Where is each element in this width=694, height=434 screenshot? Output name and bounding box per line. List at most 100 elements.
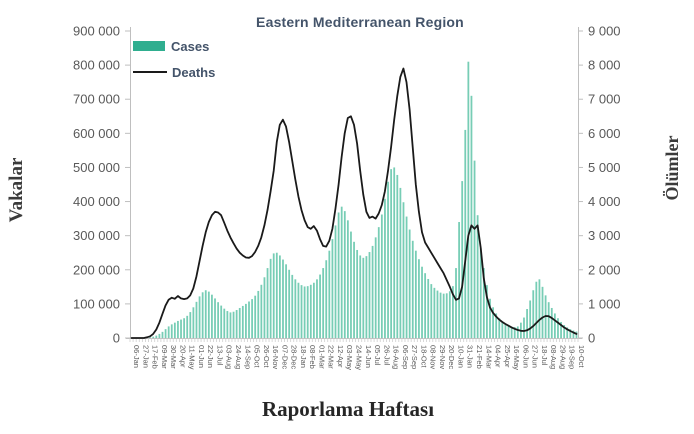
- cases-bar: [547, 302, 550, 338]
- cases-bar: [507, 325, 510, 338]
- x-axis-tick-label: 18-Jul: [540, 345, 549, 366]
- legend-item-cases: Cases: [133, 33, 215, 59]
- cases-bar: [282, 259, 284, 338]
- right-axis-tick-label: 5 000: [588, 160, 621, 175]
- cases-bar: [513, 327, 516, 338]
- cases-bar: [192, 307, 195, 338]
- cases-bar: [458, 222, 460, 338]
- cases-bar: [303, 286, 306, 338]
- cases-bar: [322, 268, 325, 338]
- cases-bar: [167, 326, 170, 338]
- cases-bar: [309, 284, 312, 338]
- cases-bar: [155, 335, 158, 338]
- cases-bar: [532, 290, 535, 338]
- cases-bar: [467, 61, 470, 338]
- right-axis-tick-label: 4 000: [588, 194, 621, 209]
- cases-bar: [294, 279, 297, 338]
- cases-bar: [180, 319, 182, 338]
- cases-bar: [433, 287, 436, 338]
- x-axis-tick-label: 19-Sep: [568, 345, 577, 369]
- x-axis-tick-label: 21-Feb: [475, 345, 484, 369]
- right-axis-tick-label: 1 000: [588, 296, 621, 311]
- cases-bar: [334, 225, 337, 338]
- cases-bar: [328, 250, 331, 338]
- cases-bar: [325, 260, 328, 338]
- cases-bar: [297, 282, 300, 338]
- x-axis-tick-label: 24-Aug: [234, 345, 243, 369]
- x-axis-tick-label: 03-Aug: [225, 345, 234, 369]
- cases-bar: [269, 258, 272, 338]
- x-axis-tick-label: 22-Mar: [327, 345, 336, 369]
- cases-bar: [288, 269, 291, 338]
- x-axis-tick-label: 16-Aug: [392, 345, 401, 369]
- cases-bar: [553, 313, 556, 338]
- cases-bar: [245, 303, 247, 338]
- cases-bar: [316, 279, 318, 338]
- cases-bar: [572, 330, 575, 338]
- cases-bar: [266, 268, 269, 338]
- x-axis-tick-label: 22-Jun: [206, 345, 215, 368]
- x-axis-tick-label: 27-Jun: [531, 345, 540, 368]
- cases-bar: [232, 311, 235, 338]
- cases-bar: [173, 322, 176, 338]
- cases-bar: [158, 333, 161, 338]
- cases-bar: [186, 315, 189, 338]
- right-axis-title: Ölümler: [662, 136, 682, 201]
- left-axis-tick-label: 200 000: [73, 262, 120, 277]
- cases-bar: [353, 241, 355, 338]
- cases-bar: [377, 227, 380, 338]
- cases-bar: [476, 215, 479, 338]
- right-axis-tick-label: 3 000: [588, 228, 621, 243]
- cases-bar: [535, 281, 538, 338]
- cases-bar: [229, 312, 232, 338]
- cases-bar: [396, 174, 399, 338]
- x-axis-tick-label: 18-Jan: [299, 345, 308, 368]
- x-axis-tick-label: 18-Oct: [419, 345, 428, 368]
- cases-bar: [365, 256, 368, 338]
- cases-bar: [563, 325, 566, 338]
- cases-bar: [340, 206, 343, 338]
- cases-bar: [461, 181, 464, 338]
- cases-bar: [195, 301, 198, 338]
- right-axis-tick-label: 8 000: [588, 58, 621, 73]
- x-axis-tick-label: 05-Jul: [373, 345, 382, 366]
- cases-bar: [566, 327, 569, 338]
- x-axis-tick-label: 20-Dec: [447, 345, 456, 369]
- cases-bar: [337, 212, 340, 338]
- cases-swatch-icon: [133, 41, 165, 51]
- left-axis-tick-label: 600 000: [73, 126, 120, 141]
- x-axis-tick-label: 27-Sep: [410, 345, 419, 369]
- x-axis-tick-label: 08-Nov: [429, 345, 438, 369]
- cases-bar: [405, 216, 408, 338]
- cases-bar: [492, 307, 494, 338]
- left-axis-tick-label: 100 000: [73, 296, 120, 311]
- cases-bar: [501, 321, 504, 338]
- x-axis-tick-label: 04-Apr: [494, 345, 503, 368]
- x-axis-tick-label: 03-May: [345, 345, 354, 370]
- x-axis-tick-label: 29-Aug: [558, 345, 567, 369]
- x-axis-tick-label: 06-Jan: [132, 345, 141, 368]
- cases-bar: [300, 285, 303, 338]
- deaths-line-swatch-icon: [133, 71, 167, 73]
- cases-bar: [343, 211, 346, 338]
- cases-bar: [238, 307, 241, 338]
- cases-bar: [257, 290, 260, 338]
- cases-bar: [464, 129, 467, 338]
- cases-bar: [442, 293, 445, 338]
- cases-bar: [473, 160, 476, 338]
- cases-bar: [411, 240, 414, 338]
- cases-bar: [356, 249, 359, 338]
- cases-bar: [448, 291, 451, 338]
- left-axis-tick-label: 0: [113, 331, 120, 346]
- x-axis-tick-label: 09-Mar: [160, 345, 169, 369]
- cases-bar: [526, 309, 528, 338]
- x-axis-tick-label: 29-Nov: [438, 345, 447, 369]
- x-axis-tick-label: 24-May: [355, 345, 364, 370]
- left-axis-tick-label: 900 000: [73, 24, 120, 39]
- cases-bar: [439, 292, 442, 338]
- x-axis-tick-label: 26-Oct: [262, 345, 271, 368]
- cases-bar: [455, 268, 457, 338]
- cases-bar: [211, 294, 213, 338]
- cases-bar: [152, 336, 155, 338]
